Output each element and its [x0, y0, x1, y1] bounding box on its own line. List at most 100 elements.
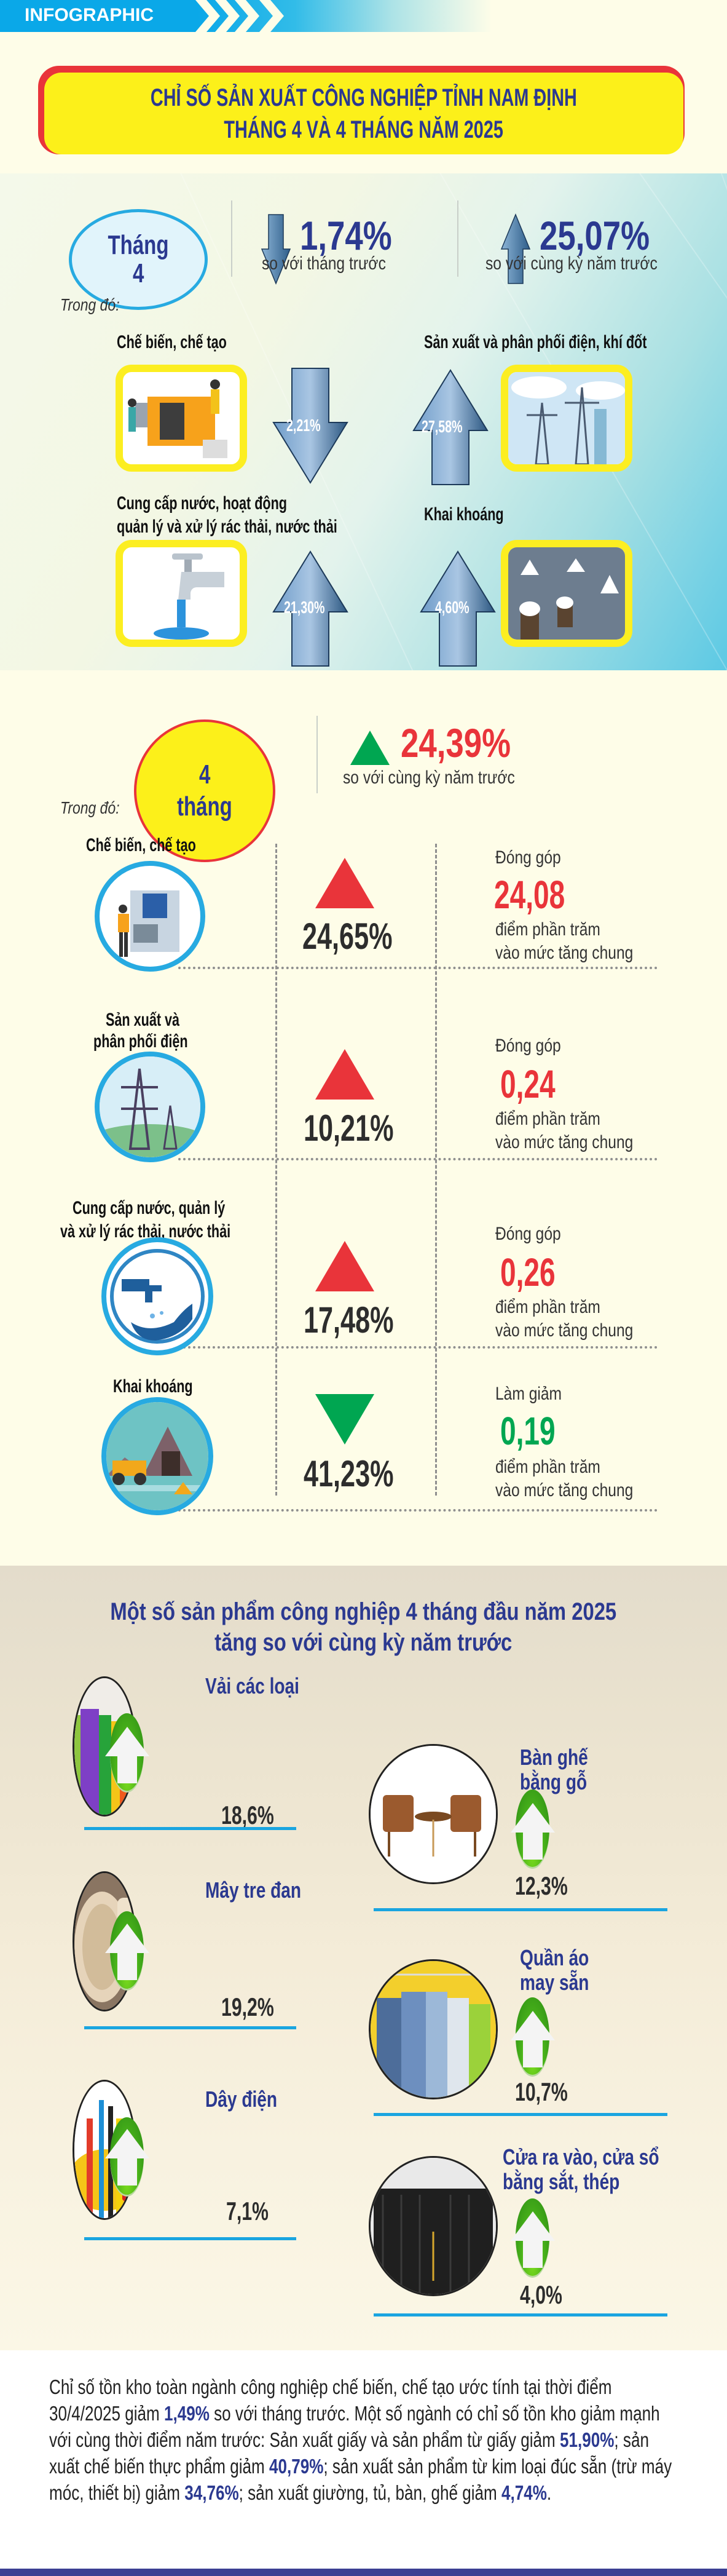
paragraph-text: . — [546, 2481, 552, 2504]
triangle-up-icon — [315, 858, 374, 911]
contribution-desc: vào mức tăng chung — [495, 1132, 634, 1152]
trong-do-label: Trong đó: — [60, 295, 120, 314]
sector-label-line1: Cung cấp nước, quản lý — [73, 1198, 226, 1218]
steel-gate-icon — [369, 2156, 498, 2296]
grid-divider — [178, 1509, 658, 1512]
month4-vs-prev-year-label: so với cùng kỳ năm trước — [485, 253, 658, 274]
products-title-line2: tăng so với cùng kỳ năm trước — [214, 1629, 513, 1656]
chevrons-icon — [184, 0, 326, 32]
contribution-desc: điểm phần trăm — [495, 1457, 600, 1477]
separator — [84, 1827, 296, 1830]
product-name-line1: Cửa ra vào, cửa sổ — [503, 2144, 659, 2170]
separator — [84, 2237, 296, 2240]
sector-label: Chế biến, chế tạo — [86, 835, 196, 855]
badge-line-2: 4 — [132, 258, 144, 288]
inventory-paragraph: Chỉ số tồn kho toàn ngành công nghiệp ch… — [49, 2374, 676, 2506]
arrow-up-icon — [511, 2011, 555, 2075]
trong-do-label: Trong đó: — [60, 798, 120, 817]
contribution-desc: điểm phần trăm — [495, 1297, 600, 1317]
product-growth-value: 10,7% — [515, 2077, 568, 2106]
highlight-value: 34,76% — [184, 2481, 239, 2504]
paragraph-text: Chỉ số tồn kho toàn ngành công nghiệp ch… — [49, 2376, 612, 2425]
sector-growth-value: 17,48% — [304, 1299, 394, 1341]
triangle-up-icon — [350, 731, 390, 768]
badge-line-2: tháng — [177, 791, 232, 822]
product-name: Vải các loại — [205, 1673, 299, 1698]
infographic-label: INFOGRAPHIC — [25, 5, 154, 25]
separator — [374, 1908, 667, 1911]
title-line-2: THÁNG 4 VÀ 4 THÁNG NĂM 2025 — [224, 116, 504, 143]
product-name-line2: may sẵn — [520, 1970, 589, 1995]
sector-label-line2: quản lý và xử lý rác thải, nước thải — [117, 517, 337, 537]
sector-value: 2,21% — [286, 416, 321, 435]
contribution-label: Đóng góp — [495, 1036, 561, 1056]
contribution-desc: vào mức tăng chung — [495, 943, 634, 963]
contribution-value: 0,26 — [500, 1250, 556, 1294]
product-name: Dây điện — [205, 2087, 278, 2112]
four-months-total-label: so với cùng kỳ năm trước — [343, 767, 515, 788]
arrow-down-icon — [270, 367, 350, 487]
sector-label-line1: Sản xuất và — [106, 1010, 180, 1030]
footer-bar — [0, 2569, 727, 2576]
separator — [374, 2113, 667, 2116]
arrow-up-icon — [105, 1727, 149, 1791]
separator — [374, 2313, 667, 2316]
arrow-up-icon — [500, 212, 531, 289]
sector-growth-value: 10,21% — [304, 1108, 394, 1149]
sector-value: 21,30% — [284, 598, 325, 617]
arrow-up-icon — [511, 1803, 555, 1868]
sector-label: Khai khoáng — [113, 1376, 193, 1397]
triangle-up-icon — [315, 1049, 374, 1103]
sector-value: 27,58% — [422, 417, 463, 436]
highlight-value: 40,79% — [269, 2455, 324, 2478]
water-tap-icon — [116, 540, 247, 647]
factory-icon — [116, 365, 247, 472]
divider — [457, 200, 458, 277]
power-line-icon — [95, 1052, 205, 1162]
wood-furniture-icon — [369, 1744, 498, 1884]
four-months-badge: 4 tháng — [134, 719, 275, 862]
inventory-section — [0, 2350, 727, 2569]
grid-divider — [275, 844, 277, 1496]
products-title-line1: Một số sản phẩm công nghiệp 4 tháng đầu … — [110, 1598, 617, 1625]
highlight-value: 51,90% — [560, 2428, 615, 2451]
arrow-up-icon — [511, 2211, 555, 2276]
sector-label-line1: Cung cấp nước, hoạt động — [117, 493, 287, 513]
arrow-down-icon — [261, 212, 291, 289]
tap-hand-icon — [101, 1237, 213, 1355]
arrow-up-icon — [105, 2129, 149, 2194]
badge-line-1: 4 — [198, 759, 211, 790]
highlight-value: 1,49% — [163, 2402, 210, 2425]
title-line-1: CHỈ SỐ SẢN XUẤT CÔNG NGHIỆP TỈNH NAM ĐỊN… — [151, 84, 577, 111]
contribution-desc: vào mức tăng chung — [495, 1320, 634, 1341]
sector-value: 4,60% — [435, 598, 470, 617]
triangle-down-icon — [315, 1394, 374, 1448]
grid-divider — [178, 1158, 658, 1160]
sector-growth-value: 41,23% — [304, 1453, 394, 1494]
badge-line-1: Tháng — [108, 230, 169, 260]
triangle-up-icon — [315, 1241, 374, 1294]
month4-vs-prev-month-label: so với tháng trước — [262, 253, 386, 274]
paragraph-text: ; sản xuất sản phẩm từ kim loại đúc sẵn … — [49, 2455, 672, 2504]
product-name-line1: Quần áo — [520, 1945, 589, 1970]
arrow-up-icon — [411, 369, 490, 489]
grid-divider — [178, 967, 658, 969]
paragraph-text: ; sản xuất chế biến thực phẩm giảm — [49, 2428, 649, 2478]
mining-truck-icon — [101, 1397, 213, 1515]
sector-growth-value: 24,65% — [302, 916, 393, 957]
product-growth-value: 4,0% — [520, 2280, 562, 2309]
product-growth-value: 12,3% — [515, 1871, 568, 1900]
contribution-desc: điểm phần trăm — [495, 919, 600, 940]
arrow-up-icon — [105, 1924, 149, 1988]
power-tower-icon — [501, 365, 632, 472]
sector-label: Chế biến, chế tạo — [117, 332, 227, 352]
machine-operator-icon — [95, 861, 205, 972]
product-name-line1: Bàn ghế — [520, 1745, 588, 1770]
contribution-label: Đóng góp — [495, 847, 561, 868]
arrow-up-icon — [418, 550, 498, 670]
sector-label: Khai khoáng — [424, 504, 504, 525]
paragraph-text: ; sản xuất giường, tủ, bàn, ghế giảm — [238, 2481, 501, 2504]
grid-divider — [178, 1346, 658, 1349]
grid-divider — [435, 844, 437, 1496]
title-banner: CHỈ SỐ SẢN XUẤT CÔNG NGHIỆP TỈNH NAM ĐỊN… — [44, 73, 683, 154]
